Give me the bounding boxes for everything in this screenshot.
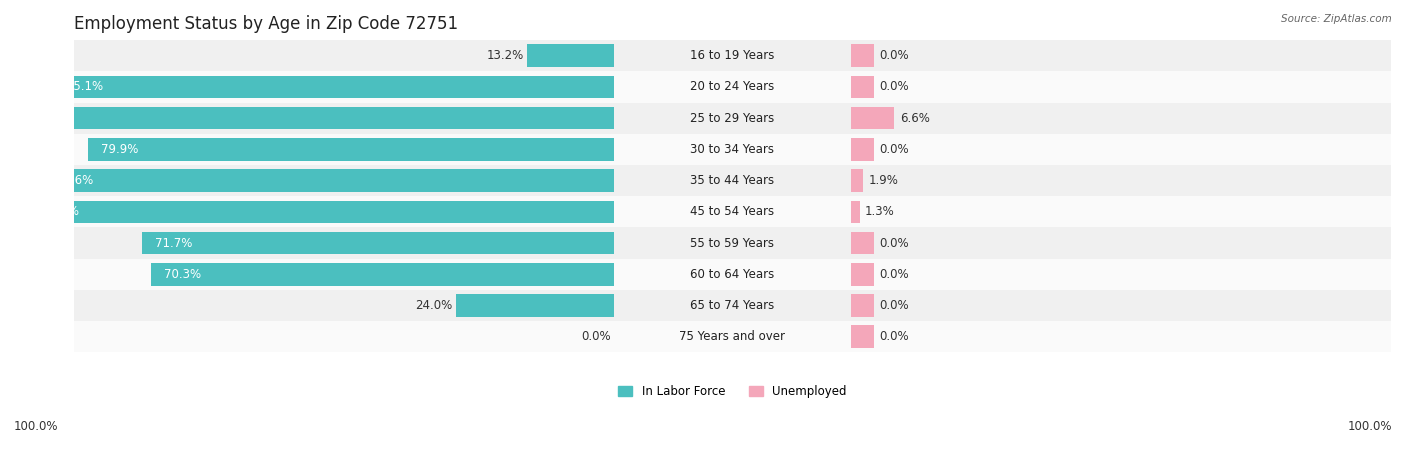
Text: 88.8%: 88.8%	[42, 205, 79, 218]
Text: 1.9%: 1.9%	[869, 174, 898, 187]
Text: 70.3%: 70.3%	[165, 268, 201, 281]
Text: 20 to 24 Years: 20 to 24 Years	[690, 80, 775, 93]
FancyBboxPatch shape	[60, 290, 1405, 321]
FancyBboxPatch shape	[60, 321, 1405, 352]
Text: 25 to 29 Years: 25 to 29 Years	[690, 112, 775, 124]
Bar	[851, 138, 875, 161]
Text: Source: ZipAtlas.com: Source: ZipAtlas.com	[1281, 14, 1392, 23]
Text: 100.0%: 100.0%	[1347, 420, 1392, 433]
Bar	[851, 170, 863, 192]
Text: 60 to 64 Years: 60 to 64 Years	[690, 268, 775, 281]
Text: 0.0%: 0.0%	[879, 299, 908, 312]
Text: 6.6%: 6.6%	[900, 112, 929, 124]
Bar	[851, 263, 875, 285]
Text: 0.0%: 0.0%	[879, 80, 908, 93]
FancyBboxPatch shape	[60, 40, 1405, 71]
Legend: In Labor Force, Unemployed: In Labor Force, Unemployed	[613, 380, 852, 403]
Text: 100.0%: 100.0%	[14, 420, 59, 433]
Text: 79.9%: 79.9%	[101, 143, 138, 156]
Text: 0.0%: 0.0%	[879, 143, 908, 156]
Text: 35 to 44 Years: 35 to 44 Years	[690, 174, 775, 187]
Text: 85.1%: 85.1%	[66, 80, 104, 93]
FancyBboxPatch shape	[60, 165, 1405, 196]
FancyBboxPatch shape	[60, 102, 1405, 134]
Bar	[851, 326, 875, 348]
Bar	[0, 107, 614, 129]
Text: 71.7%: 71.7%	[155, 237, 193, 249]
Text: 1.3%: 1.3%	[865, 205, 894, 218]
Bar	[527, 45, 614, 67]
Text: 0.0%: 0.0%	[581, 330, 610, 343]
Bar	[851, 45, 875, 67]
FancyBboxPatch shape	[60, 134, 1405, 165]
Text: 94.8%: 94.8%	[3, 112, 39, 124]
Bar	[44, 170, 614, 192]
Bar	[851, 107, 894, 129]
Text: Employment Status by Age in Zip Code 72751: Employment Status by Age in Zip Code 727…	[75, 15, 458, 33]
Bar	[851, 294, 875, 317]
Text: 75 Years and over: 75 Years and over	[679, 330, 786, 343]
Bar	[30, 201, 614, 223]
Bar	[150, 263, 614, 285]
FancyBboxPatch shape	[60, 227, 1405, 259]
FancyBboxPatch shape	[60, 259, 1405, 290]
FancyBboxPatch shape	[60, 71, 1405, 102]
Text: 0.0%: 0.0%	[879, 330, 908, 343]
Text: 24.0%: 24.0%	[415, 299, 453, 312]
Bar	[851, 201, 859, 223]
Bar	[53, 76, 614, 98]
Text: 45 to 54 Years: 45 to 54 Years	[690, 205, 775, 218]
Text: 55 to 59 Years: 55 to 59 Years	[690, 237, 775, 249]
Bar	[456, 294, 614, 317]
Text: 30 to 34 Years: 30 to 34 Years	[690, 143, 775, 156]
Text: 86.6%: 86.6%	[56, 174, 94, 187]
Bar	[851, 232, 875, 254]
Bar	[851, 76, 875, 98]
Text: 16 to 19 Years: 16 to 19 Years	[690, 49, 775, 62]
Bar	[87, 138, 614, 161]
Bar	[142, 232, 614, 254]
Text: 0.0%: 0.0%	[879, 49, 908, 62]
Text: 65 to 74 Years: 65 to 74 Years	[690, 299, 775, 312]
Text: 0.0%: 0.0%	[879, 268, 908, 281]
FancyBboxPatch shape	[60, 196, 1405, 227]
Text: 0.0%: 0.0%	[879, 237, 908, 249]
Text: 13.2%: 13.2%	[486, 49, 523, 62]
